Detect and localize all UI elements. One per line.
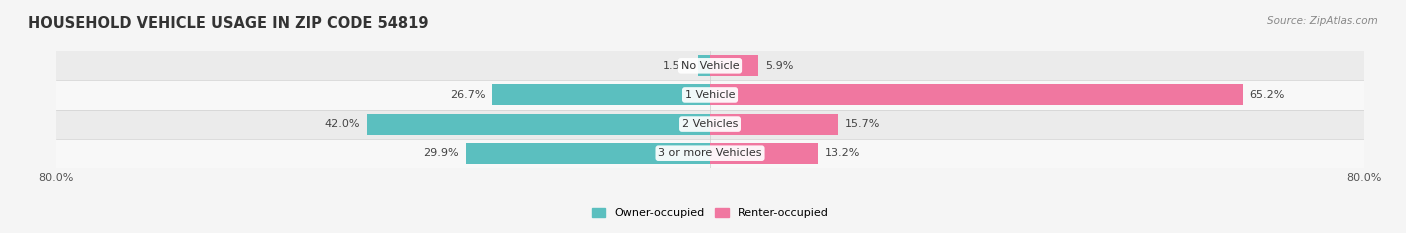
Text: 65.2%: 65.2% (1250, 90, 1285, 100)
Bar (492, 85, 710, 105)
Bar (56, 80, 1364, 110)
Text: 15.7%: 15.7% (845, 119, 880, 129)
Bar (367, 113, 710, 134)
Text: 42.0%: 42.0% (325, 119, 360, 129)
Text: 26.7%: 26.7% (450, 90, 485, 100)
Text: 2 Vehicles: 2 Vehicles (682, 119, 738, 129)
Text: 13.2%: 13.2% (824, 148, 860, 158)
Bar (465, 143, 710, 164)
Bar (710, 85, 1243, 105)
Text: 1 Vehicle: 1 Vehicle (685, 90, 735, 100)
Bar (56, 110, 1364, 139)
Text: 5.9%: 5.9% (765, 61, 793, 71)
Bar (697, 55, 710, 76)
Legend: Owner-occupied, Renter-occupied: Owner-occupied, Renter-occupied (588, 203, 832, 223)
Text: 29.9%: 29.9% (423, 148, 460, 158)
Bar (710, 113, 838, 134)
Text: HOUSEHOLD VEHICLE USAGE IN ZIP CODE 54819: HOUSEHOLD VEHICLE USAGE IN ZIP CODE 5481… (28, 16, 429, 31)
Text: Source: ZipAtlas.com: Source: ZipAtlas.com (1267, 16, 1378, 26)
Bar (710, 55, 758, 76)
Bar (710, 143, 818, 164)
Bar (56, 139, 1364, 168)
Text: 1.5%: 1.5% (664, 61, 692, 71)
Text: No Vehicle: No Vehicle (681, 61, 740, 71)
Text: 3 or more Vehicles: 3 or more Vehicles (658, 148, 762, 158)
Bar (56, 51, 1364, 80)
